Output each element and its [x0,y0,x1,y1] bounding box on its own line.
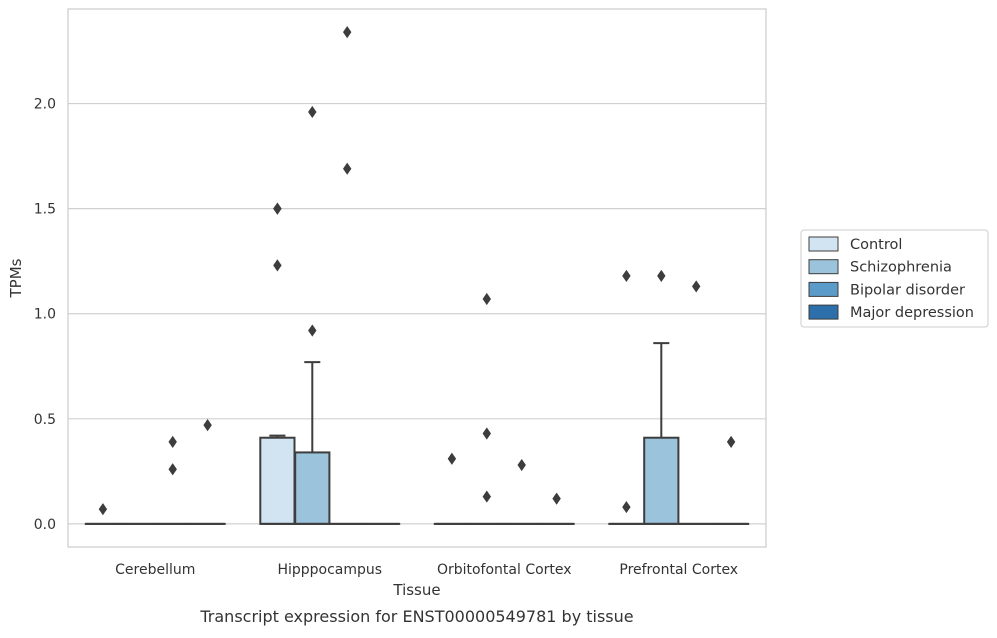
legend-swatch [809,237,838,251]
x-tick-labels: Cerebellum Hipppocampus Orbitofontal Corte… [115,562,738,578]
y-tick-label: 0.5 [34,412,56,428]
x-tick-label: Cerebellum [115,562,195,578]
box-control [260,436,294,524]
y-tick-labels: 0.0 0.5 1.0 1.5 2.0 [34,97,56,533]
y-tick-label: 1.5 [34,202,56,218]
box-body [260,438,294,524]
x-tick-label: Hipppocampus [277,562,382,578]
legend-label: Bipolar disorder [850,282,965,298]
y-tick-label: 0.0 [34,517,56,533]
box-body [295,452,329,523]
legend-label: Control [850,237,902,253]
legend-label: Major depression [850,305,974,321]
legend-swatch [809,260,838,274]
y-tick-label: 1.0 [34,307,56,323]
y-axis-label: TPMs [7,258,25,298]
box-body [644,438,678,524]
x-tick-label: Orbitofontal Cortex [437,562,572,578]
legend-label: Schizophrenia [850,260,952,276]
y-tick-label: 2.0 [34,97,56,113]
x-axis-label: Tissue [392,581,440,599]
legend-swatch [809,305,838,319]
x-tick-label: Prefrontal Cortex [619,562,738,578]
chart-caption: Transcript expression for ENST0000054978… [199,607,633,626]
legend: Control Schizophrenia Bipolar disorder Majo… [801,230,988,327]
legend-swatch [809,282,838,296]
